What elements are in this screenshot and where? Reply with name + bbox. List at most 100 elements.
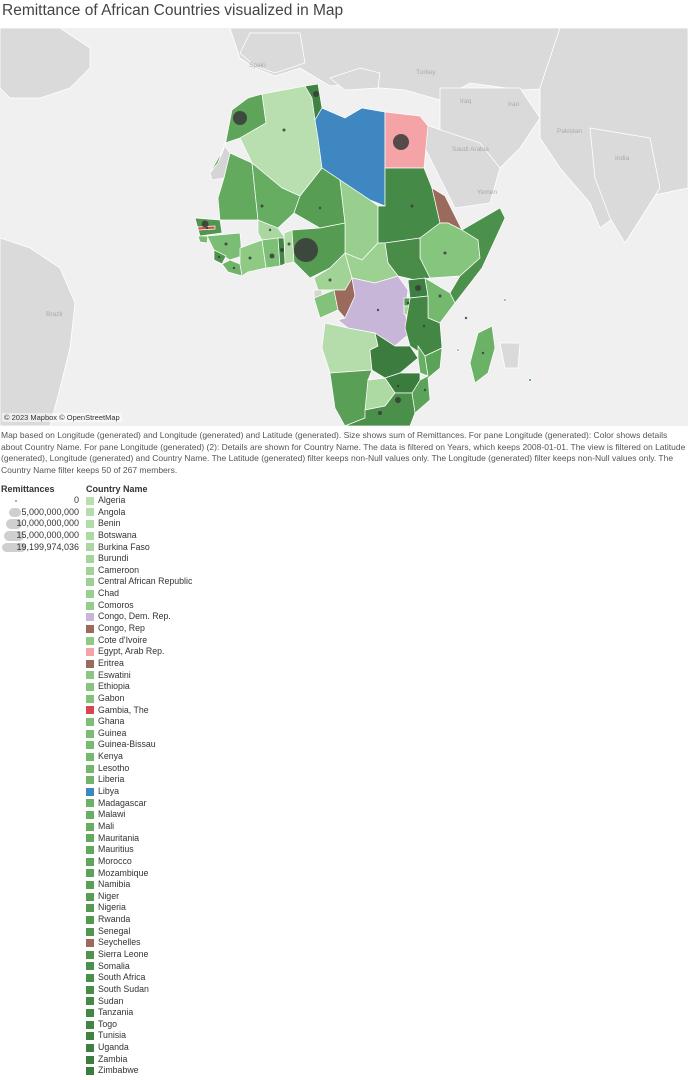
color-legend-item[interactable]: Egypt, Arab Rep.	[86, 646, 246, 658]
country-mozambique[interactable]	[411, 347, 443, 414]
size-legend-item[interactable]: 0	[1, 495, 81, 507]
color-legend-item[interactable]: Mauritania	[86, 833, 246, 845]
size-legend-item[interactable]: 5,000,000,000	[1, 507, 81, 519]
country-madagascar[interactable]	[469, 325, 496, 384]
country-guinea[interactable]	[206, 232, 243, 261]
color-legend-item[interactable]: Mali	[86, 821, 246, 833]
size-legend-item[interactable]: 10,000,000,000	[1, 518, 81, 530]
color-legend-item[interactable]: Angola	[86, 507, 246, 519]
color-legend-item[interactable]: Congo, Dem. Rep.	[86, 611, 246, 623]
color-legend-item[interactable]: Uganda	[86, 1042, 246, 1054]
color-legend-item[interactable]: Malawi	[86, 809, 246, 821]
bubble-benin[interactable]	[287, 242, 291, 246]
color-legend-item[interactable]: Gambia, The	[86, 705, 246, 717]
bubble-sierra-leone[interactable]	[217, 255, 221, 259]
color-legend-item[interactable]: Mauritius	[86, 844, 246, 856]
color-legend-item[interactable]: Ethiopia	[86, 681, 246, 693]
color-legend-item[interactable]: Zimbabwe	[86, 1065, 246, 1077]
color-legend-item[interactable]: Liberia	[86, 774, 246, 786]
color-legend-item[interactable]: Tanzania	[86, 1007, 246, 1019]
color-legend-item[interactable]: Ghana	[86, 716, 246, 728]
map-view[interactable]: Spain Turkey Iraq Iran Saudi Arabia Yeme…	[0, 28, 688, 426]
color-legend-item[interactable]: Benin	[86, 518, 246, 530]
bubble-zimbabwe[interactable]	[396, 384, 400, 388]
color-legend-item[interactable]: Rwanda	[86, 914, 246, 926]
bubble-lesotho[interactable]	[395, 397, 401, 403]
bubble-seychelles[interactable]	[464, 316, 468, 320]
color-legend-item[interactable]: Togo	[86, 1019, 246, 1031]
bubble-nigeria[interactable]	[294, 238, 318, 262]
country-seychelles[interactable]	[503, 298, 507, 302]
color-legend-item[interactable]: Comoros	[86, 600, 246, 612]
bubble-niger[interactable]	[318, 206, 322, 210]
bubble-ghana[interactable]	[269, 253, 275, 259]
color-legend-item[interactable]: Madagascar	[86, 798, 246, 810]
color-legend-item[interactable]: Mozambique	[86, 868, 246, 880]
country-morocco[interactable]	[209, 93, 267, 174]
color-legend-item[interactable]: Tunisia	[86, 1030, 246, 1042]
color-legend-item[interactable]: Guinea	[86, 728, 246, 740]
color-legend-item[interactable]: Namibia	[86, 879, 246, 891]
bubble-madagascar[interactable]	[481, 351, 485, 355]
country-comoros[interactable]	[456, 348, 460, 352]
color-legend-item[interactable]: Sierra Leone	[86, 949, 246, 961]
bubble-sudan[interactable]	[410, 204, 414, 208]
color-legend-item[interactable]: Kenya	[86, 751, 246, 763]
map-attribution[interactable]: © 2023 Mapbox © OpenStreetMap	[2, 413, 122, 422]
bubble-kenya[interactable]	[438, 294, 442, 298]
bubble-gambia[interactable]	[205, 226, 209, 230]
bubble-liberia[interactable]	[232, 266, 236, 270]
color-legend-item[interactable]: Niger	[86, 891, 246, 903]
bubble-tanzania[interactable]	[422, 324, 426, 328]
color-legend-item[interactable]: Morocco	[86, 856, 246, 868]
bubble-cameroon[interactable]	[328, 278, 332, 282]
color-legend-item[interactable]: Nigeria	[86, 902, 246, 914]
color-legend-item[interactable]: South Africa	[86, 972, 246, 984]
country-shapes[interactable]	[194, 83, 532, 426]
color-legend-item[interactable]: South Sudan	[86, 984, 246, 996]
bubble-togo[interactable]	[280, 248, 284, 252]
bubble-egypt[interactable]	[393, 134, 409, 150]
map-canvas[interactable]: Spain Turkey Iraq Iran Saudi Arabia Yeme…	[0, 28, 688, 426]
bubble-guinea[interactable]	[224, 242, 228, 246]
bubble-ethiopia[interactable]	[443, 251, 447, 255]
color-legend-item[interactable]: Algeria	[86, 495, 246, 507]
color-legend-item[interactable]: Somalia	[86, 961, 246, 973]
color-legend-item[interactable]: Eritrea	[86, 658, 246, 670]
color-legend-item[interactable]: Eswatini	[86, 670, 246, 682]
bubble-south-africa[interactable]	[378, 411, 382, 415]
color-legend-item[interactable]: Sudan	[86, 996, 246, 1008]
color-legend-item[interactable]: Lesotho	[86, 763, 246, 775]
color-legend-item[interactable]: Senegal	[86, 926, 246, 938]
country-guinea-bissau[interactable]	[197, 235, 209, 244]
remittance-bubbles[interactable]	[201, 91, 485, 415]
color-legend-item[interactable]: Guinea-Bissau	[86, 739, 246, 751]
bubble-rwanda[interactable]	[406, 301, 410, 305]
color-legend-item[interactable]: Congo, Rep	[86, 623, 246, 635]
color-legend-item[interactable]: Burkina Faso	[86, 542, 246, 554]
color-legend-items[interactable]: Algeria Angola Benin Botswana Burkina Faso Bu…	[86, 495, 246, 1077]
bubble-morocco[interactable]	[233, 111, 247, 125]
size-legend[interactable]: Remittances 0 5,000,000,000 10,000,000,0…	[1, 483, 81, 553]
color-legend-item[interactable]: Burundi	[86, 553, 246, 565]
size-legend-item[interactable]: 15,000,000,000	[1, 530, 81, 542]
color-legend-item[interactable]: Seychelles	[86, 937, 246, 949]
bubble-algeria[interactable]	[282, 128, 286, 132]
bubble-mali[interactable]	[260, 204, 264, 208]
bubble-mozambique[interactable]	[423, 388, 427, 392]
color-legend-item[interactable]: Central African Republic	[86, 576, 246, 588]
country-mauritius[interactable]	[528, 378, 532, 382]
color-legend-item[interactable]: Gabon	[86, 693, 246, 705]
bubble-senegal[interactable]	[201, 220, 209, 228]
color-legend-item[interactable]: Cameroon	[86, 565, 246, 577]
color-legend-item[interactable]: Zambia	[86, 1054, 246, 1066]
country-malawi[interactable]	[417, 344, 429, 377]
color-legend-item[interactable]: Chad	[86, 588, 246, 600]
size-legend-item[interactable]: 19,199,974,036	[1, 542, 81, 554]
color-legend-item[interactable]: Cote d'Ivoire	[86, 635, 246, 647]
bubble-tunisia[interactable]	[313, 91, 319, 97]
color-legend-item[interactable]: Libya	[86, 786, 246, 798]
color-legend[interactable]: Country Name Algeria Angola Benin Botswana B…	[86, 483, 246, 1077]
color-legend-item[interactable]: Botswana	[86, 530, 246, 542]
bubble-congo-dem-rep[interactable]	[376, 308, 380, 312]
